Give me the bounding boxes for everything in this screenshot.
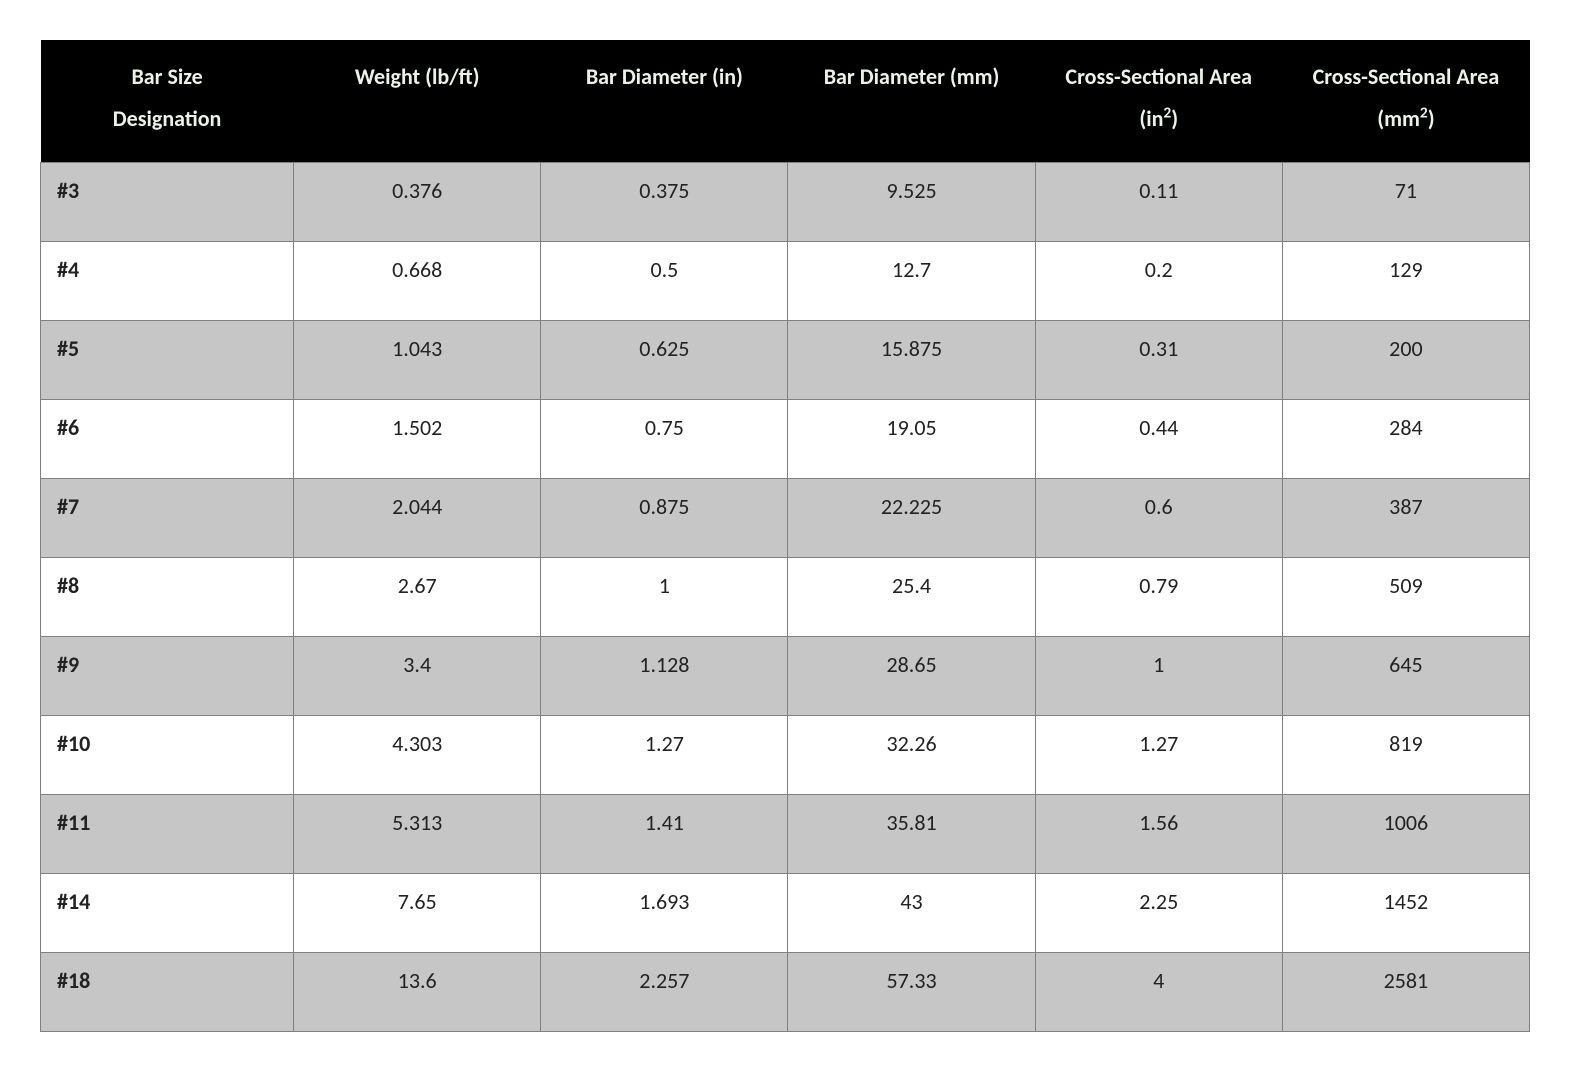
table-body: #30.3760.3759.5250.1171#40.6680.512.70.2… [41, 162, 1530, 1031]
table-row: #104.3031.2732.261.27819 [41, 715, 1530, 794]
table-row: #115.3131.4135.811.561006 [41, 794, 1530, 873]
table-cell: 32.26 [788, 715, 1035, 794]
table-cell: #6 [41, 399, 294, 478]
col-header-area-mm2: Cross-Sectional Area (mm2) [1282, 40, 1529, 162]
table-cell: 1 [1035, 636, 1282, 715]
table-row: #147.651.693432.251452 [41, 873, 1530, 952]
table-cell: 129 [1282, 241, 1529, 320]
table-cell: 0.376 [294, 162, 541, 241]
table-cell: #14 [41, 873, 294, 952]
table-cell: 1 [541, 557, 788, 636]
table-cell: 0.5 [541, 241, 788, 320]
table-cell: 25.4 [788, 557, 1035, 636]
table-cell: 2581 [1282, 952, 1529, 1031]
table-cell: 13.6 [294, 952, 541, 1031]
table-cell: #5 [41, 320, 294, 399]
table-cell: 284 [1282, 399, 1529, 478]
rebar-table-container: Bar SizeDesignation Weight (lb/ft) Bar D… [40, 40, 1530, 1032]
table-cell: #18 [41, 952, 294, 1031]
table-cell: 1452 [1282, 873, 1529, 952]
table-cell: 1.56 [1035, 794, 1282, 873]
table-cell: 2.257 [541, 952, 788, 1031]
table-cell: #4 [41, 241, 294, 320]
table-cell: 35.81 [788, 794, 1035, 873]
table-cell: 2.25 [1035, 873, 1282, 952]
table-cell: 2.044 [294, 478, 541, 557]
header-row: Bar SizeDesignation Weight (lb/ft) Bar D… [41, 40, 1530, 162]
col-header-diameter-in: Bar Diameter (in) [541, 40, 788, 162]
table-cell: 0.875 [541, 478, 788, 557]
table-cell: 0.625 [541, 320, 788, 399]
table-cell: 1.27 [541, 715, 788, 794]
col-header-bar-size: Bar SizeDesignation [41, 40, 294, 162]
rebar-table: Bar SizeDesignation Weight (lb/ft) Bar D… [40, 40, 1530, 1032]
table-cell: #7 [41, 478, 294, 557]
table-cell: #10 [41, 715, 294, 794]
table-row: #61.5020.7519.050.44284 [41, 399, 1530, 478]
table-cell: 1.128 [541, 636, 788, 715]
table-cell: 7.65 [294, 873, 541, 952]
table-cell: #3 [41, 162, 294, 241]
table-cell: 509 [1282, 557, 1529, 636]
table-cell: 0.79 [1035, 557, 1282, 636]
table-cell: 0.75 [541, 399, 788, 478]
table-cell: #8 [41, 557, 294, 636]
table-cell: 4 [1035, 952, 1282, 1031]
table-cell: 19.05 [788, 399, 1035, 478]
table-cell: 0.2 [1035, 241, 1282, 320]
table-cell: 9.525 [788, 162, 1035, 241]
table-cell: 71 [1282, 162, 1529, 241]
table-cell: 0.375 [541, 162, 788, 241]
table-cell: 43 [788, 873, 1035, 952]
col-header-weight: Weight (lb/ft) [294, 40, 541, 162]
table-cell: 0.668 [294, 241, 541, 320]
table-cell: 1006 [1282, 794, 1529, 873]
table-cell: 645 [1282, 636, 1529, 715]
table-cell: 1.502 [294, 399, 541, 478]
table-row: #93.41.12828.651645 [41, 636, 1530, 715]
table-row: #51.0430.62515.8750.31200 [41, 320, 1530, 399]
table-cell: 12.7 [788, 241, 1035, 320]
table-cell: 5.313 [294, 794, 541, 873]
table-row: #72.0440.87522.2250.6387 [41, 478, 1530, 557]
table-cell: 57.33 [788, 952, 1035, 1031]
table-cell: 22.225 [788, 478, 1035, 557]
table-cell: 0.6 [1035, 478, 1282, 557]
table-cell: 28.65 [788, 636, 1035, 715]
table-cell: 4.303 [294, 715, 541, 794]
col-header-area-in2: Cross-Sectional Area (in2) [1035, 40, 1282, 162]
table-cell: 15.875 [788, 320, 1035, 399]
table-row: #82.67125.40.79509 [41, 557, 1530, 636]
table-cell: 200 [1282, 320, 1529, 399]
table-cell: 387 [1282, 478, 1529, 557]
table-cell: 0.31 [1035, 320, 1282, 399]
table-cell: #11 [41, 794, 294, 873]
table-row: #1813.62.25757.3342581 [41, 952, 1530, 1031]
table-row: #30.3760.3759.5250.1171 [41, 162, 1530, 241]
table-cell: 1.27 [1035, 715, 1282, 794]
table-header: Bar SizeDesignation Weight (lb/ft) Bar D… [41, 40, 1530, 162]
table-cell: 0.44 [1035, 399, 1282, 478]
table-row: #40.6680.512.70.2129 [41, 241, 1530, 320]
table-cell: 0.11 [1035, 162, 1282, 241]
table-cell: 1.043 [294, 320, 541, 399]
table-cell: 1.693 [541, 873, 788, 952]
table-cell: 3.4 [294, 636, 541, 715]
table-cell: 819 [1282, 715, 1529, 794]
table-cell: #9 [41, 636, 294, 715]
table-cell: 2.67 [294, 557, 541, 636]
table-cell: 1.41 [541, 794, 788, 873]
col-header-diameter-mm: Bar Diameter (mm) [788, 40, 1035, 162]
